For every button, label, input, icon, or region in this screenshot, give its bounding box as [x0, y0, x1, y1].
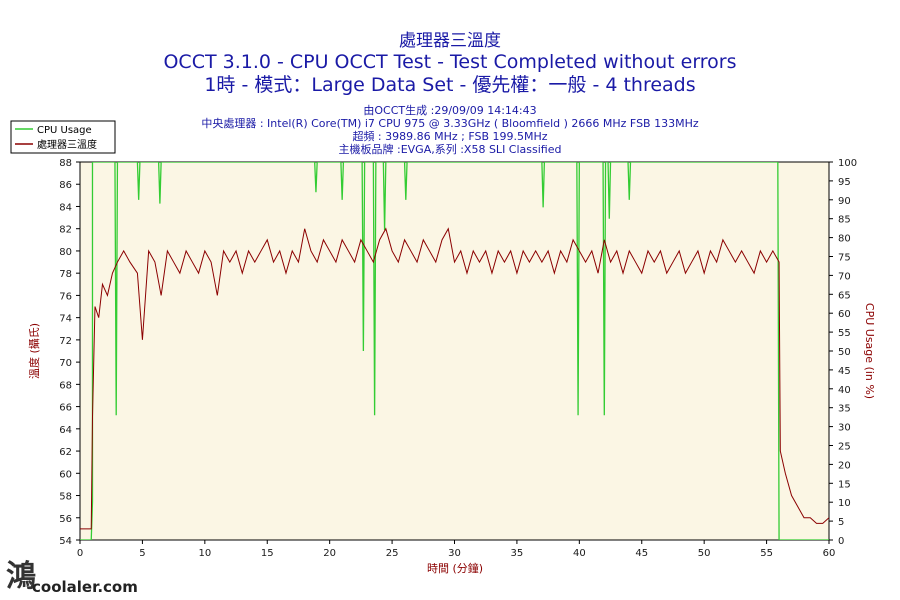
chart-title: 處理器三溫度 [399, 31, 501, 51]
plot-area [79, 161, 830, 541]
x-tick-label: 60 [823, 548, 836, 559]
y-right-tick-label: 30 [838, 423, 851, 434]
x-tick-label: 5 [139, 548, 145, 559]
y-right-tick-label: 100 [838, 158, 857, 169]
info-generated: 由OCCT生成 :29/09/09 14:14:43 [363, 103, 536, 117]
info-overclock: 超頻 : 3989.86 MHz ; FSB 199.5MHz [352, 129, 547, 143]
y-left-tick-label: 66 [59, 403, 72, 414]
y-right-tick-label: 5 [838, 517, 844, 528]
y-left-tick-label: 72 [59, 336, 72, 347]
y-right-tick-label: 80 [838, 234, 851, 245]
y-left-axis-title: 溫度 (攝氏) [27, 323, 41, 379]
y-right-tick-label: 70 [838, 271, 851, 282]
y-left-axis-ticks: 54 56 58 60 62 64 66 68 70 72 74 76 78 80 82 84 86 88 [59, 158, 80, 547]
x-tick-label: 35 [511, 548, 524, 559]
y-right-tick-label: 85 [838, 215, 851, 226]
x-tick-label: 15 [261, 548, 274, 559]
legend-box [10, 120, 116, 154]
info-cpu: 中央處理器 : Intel(R) Core(TM) i7 CPU 975 @ 3… [201, 116, 699, 130]
y-left-tick-label: 76 [59, 291, 72, 302]
chart-subtitle-1: OCCT 3.1.0 - CPU OCCT Test - Test Comple… [163, 51, 736, 73]
y-left-tick-label: 88 [59, 158, 72, 169]
y-left-tick-label: 80 [59, 247, 72, 258]
x-tick-label: 20 [323, 548, 336, 559]
y-left-tick-label: 54 [59, 536, 72, 547]
x-tick-label: 50 [698, 548, 711, 559]
watermark-glyph: 鴻 [6, 559, 36, 594]
legend-label-cpu-usage: CPU Usage [37, 125, 92, 136]
y-right-tick-label: 35 [838, 404, 851, 415]
y-left-tick-label: 56 [59, 514, 72, 525]
x-tick-label: 0 [77, 548, 83, 559]
y-right-axis-ticks: 0 5 10 15 20 25 30 35 40 45 50 55 60 65 70 75 80 85 90 95 10… [829, 158, 857, 547]
y-left-tick-label: 74 [59, 314, 72, 325]
y-left-tick-label: 60 [59, 469, 72, 480]
x-tick-label: 25 [386, 548, 399, 559]
y-right-tick-label: 45 [838, 366, 851, 377]
x-axis-title: 時間 (分鐘) [427, 561, 483, 575]
x-tick-label: 30 [448, 548, 461, 559]
legend-label-temperature: 處理器三溫度 [37, 138, 97, 151]
y-left-tick-label: 70 [59, 358, 72, 369]
y-left-tick-label: 68 [59, 380, 72, 391]
y-left-tick-label: 84 [59, 202, 72, 213]
y-right-tick-label: 65 [838, 290, 851, 301]
y-right-tick-label: 60 [838, 309, 851, 320]
x-tick-label: 45 [635, 548, 648, 559]
y-left-tick-label: 78 [59, 269, 72, 280]
y-right-tick-label: 75 [838, 253, 851, 264]
x-axis-ticks: 0 5 10 15 20 25 30 35 40 45 50 55 60 [77, 540, 836, 559]
y-left-tick-label: 82 [59, 225, 72, 236]
y-left-tick-label: 86 [59, 180, 72, 191]
series-layer [80, 162, 829, 540]
y-right-tick-label: 20 [838, 460, 851, 471]
y-right-tick-label: 15 [838, 479, 851, 490]
series-line-temperature [80, 227, 829, 530]
y-right-tick-label: 25 [838, 442, 851, 453]
x-tick-label: 10 [198, 548, 211, 559]
y-right-tick-label: 50 [838, 347, 851, 358]
y-right-tick-label: 95 [838, 177, 851, 188]
y-right-axis-title: CPU Usage (in %) [863, 303, 876, 399]
y-right-tick-label: 10 [838, 498, 851, 509]
y-right-tick-label: 90 [838, 196, 851, 207]
y-right-tick-label: 0 [838, 536, 844, 547]
watermark-text: coolaler.com [32, 578, 138, 596]
chart-subtitle-2: 1時 - 模式：Large Data Set - 優先權：一般 - 4 thre… [204, 74, 695, 96]
watermark-logo: 鴻 coolaler.com [6, 559, 138, 596]
y-right-tick-label: 40 [838, 385, 851, 396]
series-line-cpu-usage [80, 162, 829, 540]
y-left-tick-label: 58 [59, 492, 72, 503]
y-left-tick-label: 64 [59, 425, 72, 436]
y-left-tick-label: 62 [59, 447, 72, 458]
y-right-tick-label: 55 [838, 328, 851, 339]
legend: CPU Usage 處理器三溫度 [10, 120, 116, 154]
x-tick-label: 55 [760, 548, 773, 559]
x-tick-label: 40 [573, 548, 586, 559]
info-motherboard: 主機板品牌 :EVGA,系列 :X58 SLI Classified [339, 142, 562, 156]
